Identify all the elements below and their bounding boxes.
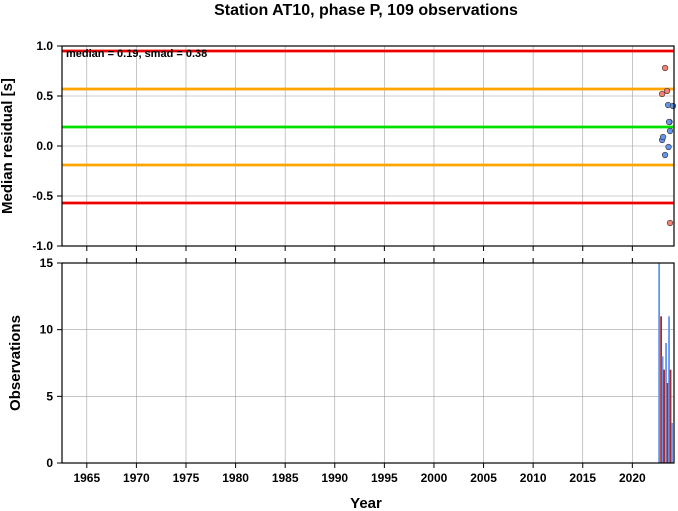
- residual-y-tick-label: 1.0: [36, 39, 53, 53]
- residual-point-outside: [658, 90, 666, 98]
- residual-point-inside: [664, 101, 672, 109]
- observation-bar: [665, 343, 667, 463]
- residual-point-inside: [661, 151, 669, 159]
- residual-point-inside: [659, 133, 667, 141]
- residual-reference-lines: [62, 49, 674, 205]
- residual-point-inside: [665, 143, 672, 151]
- year-x-tick-label: 2020: [619, 471, 646, 485]
- year-x-tick-label: 2010: [520, 471, 547, 485]
- observation-bar: [671, 423, 673, 463]
- observations-y-tick-label: 15: [40, 256, 54, 270]
- year-x-tick-label: 2000: [421, 471, 448, 485]
- observation-bar: [668, 316, 670, 463]
- residual-point-inside: [665, 118, 673, 126]
- year-x-tick-label: 1970: [123, 471, 150, 485]
- residual-panel: 1.0 0.5 0.0 -0.5 -1.0 median = 0.19, smad = …: [0, 39, 677, 253]
- observations-y-ticks: 15 10 5 0: [40, 256, 62, 470]
- observation-bar: [669, 369, 672, 463]
- residual-point-inside: [666, 127, 674, 135]
- observation-bar: [663, 369, 665, 463]
- observations-y-label: Observations: [7, 315, 24, 411]
- observation-bars: [658, 263, 673, 463]
- residual-point-outside: [666, 219, 674, 227]
- observation-bar: [660, 316, 663, 463]
- residual-point-inside: [669, 102, 677, 110]
- residual-points: [658, 64, 677, 227]
- residual-point-outside: [661, 64, 669, 72]
- observation-bar: [661, 356, 664, 463]
- residual-grid: [62, 45, 674, 251]
- observations-panel: 15 10 5 0 1965 1970 1975 1980 1985 1990 1995 2000 2…: [7, 256, 675, 511]
- year-x-tick-label: 1965: [73, 471, 100, 485]
- observations-y-tick-label: 0: [46, 456, 53, 470]
- residual-y-ticks: 1.0 0.5 0.0 -0.5 -1.0: [32, 39, 62, 253]
- residual-y-tick-label: 0.5: [36, 89, 53, 103]
- observations-frame: [61, 262, 675, 464]
- observations-y-tick-label: 5: [46, 389, 53, 403]
- year-x-label: Year: [350, 495, 382, 511]
- residual-point-outside: [663, 87, 671, 95]
- year-x-ticks: 1965 1970 1975 1980 1985 1990 1995 2000 2005 2010…: [73, 463, 646, 485]
- median-smad-annotation: median = 0.19, smad = 0.38: [66, 48, 207, 60]
- year-x-tick-label: 1985: [272, 471, 299, 485]
- year-x-tick-label: 1980: [222, 471, 249, 485]
- year-x-tick-label: 2015: [569, 471, 596, 485]
- observations-plot-area: [62, 263, 674, 463]
- year-x-tick-label: 1990: [321, 471, 348, 485]
- year-x-tick-label: 1975: [173, 471, 200, 485]
- chart-title: Station AT10, phase P, 109 observations: [214, 2, 518, 19]
- year-x-tick-label: 2005: [470, 471, 497, 485]
- residual-y-label: Median residual [s]: [0, 78, 16, 214]
- observation-bar: [666, 383, 669, 463]
- year-x-tick-label: 1995: [371, 471, 398, 485]
- residual-y-tick-label: -1.0: [32, 239, 53, 253]
- observations-y-tick-label: 10: [40, 323, 54, 337]
- residual-y-tick-label: -0.5: [32, 189, 53, 203]
- observation-bar: [658, 263, 661, 463]
- residual-y-tick-label: 0.0: [36, 139, 53, 153]
